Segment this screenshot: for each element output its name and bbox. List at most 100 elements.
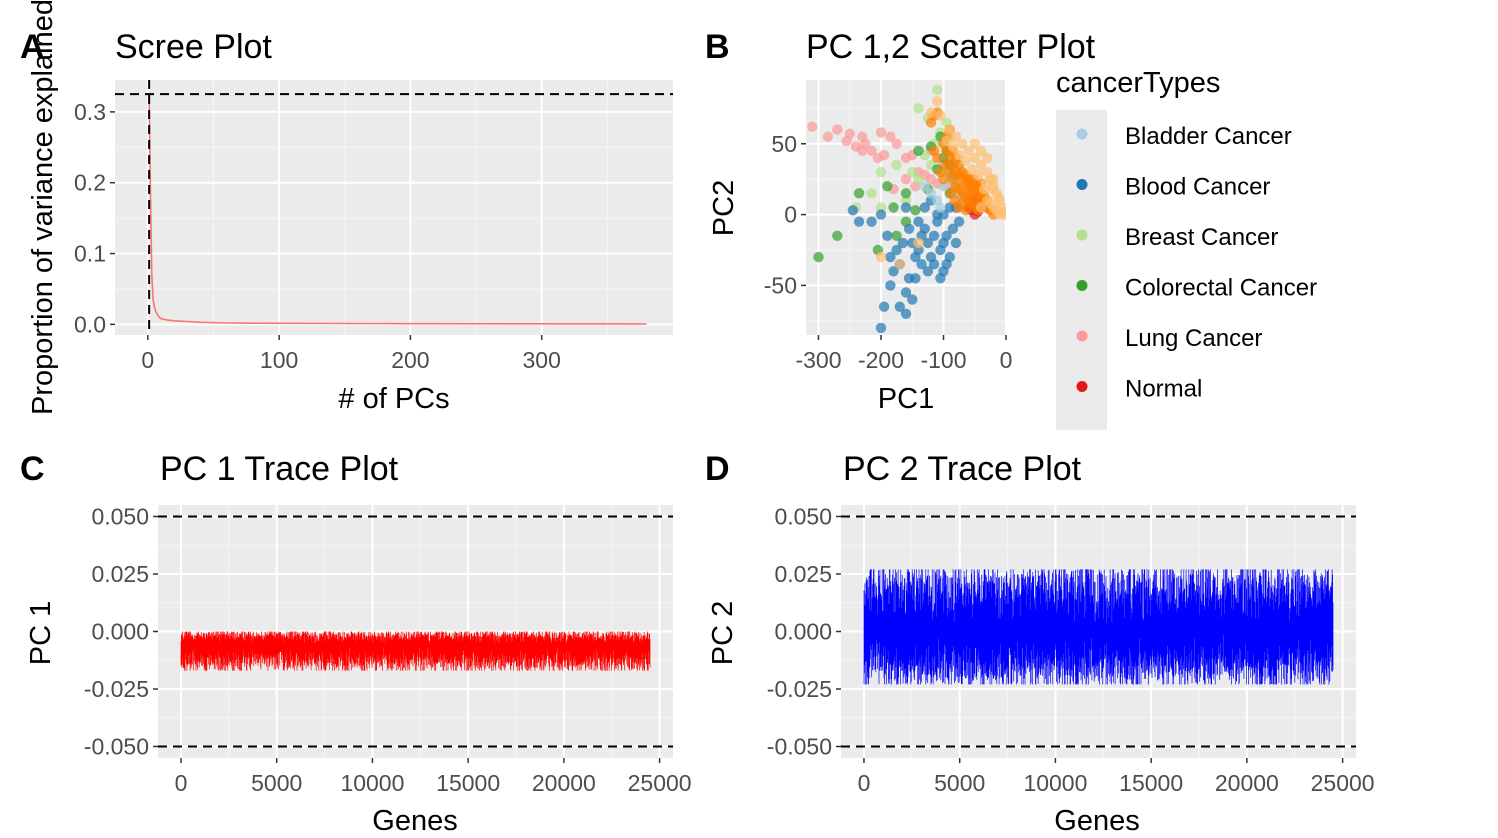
- scatter-point: [947, 223, 959, 234]
- legend-item-label: Bladder Cancer: [1125, 123, 1292, 150]
- scatter-point: [844, 128, 855, 139]
- panel-a-series-line: [148, 94, 647, 325]
- scatter-point: [913, 237, 924, 249]
- scatter-point: [857, 145, 868, 156]
- panel-d-tick-label-x: 20000: [1215, 770, 1279, 796]
- panel-c-ylabel: PC 1: [25, 601, 57, 665]
- scatter-point: [935, 110, 946, 121]
- scatter-point: [950, 131, 962, 142]
- scatter-point: [995, 206, 1006, 217]
- scatter-point: [900, 202, 912, 213]
- scatter-point: [980, 178, 992, 189]
- legend-key-background: [1056, 110, 1107, 430]
- legend-item-label: Colorectal Cancer: [1125, 275, 1317, 302]
- scatter-point: [875, 322, 887, 334]
- panel-c-tick-label-y: -0.025: [84, 676, 149, 702]
- scatter-point: [953, 149, 965, 161]
- panel-c-tick-label-y: 0.025: [91, 561, 149, 587]
- legend-item-label: Breast Cancer: [1125, 224, 1278, 251]
- panel-b-ylabel: PC2: [708, 180, 740, 236]
- scatter-point: [938, 237, 949, 249]
- scatter-point: [888, 266, 899, 277]
- panel-c-title: PC 1 Trace Plot: [160, 450, 399, 488]
- panel-c-tick-label-x: 0: [175, 770, 188, 796]
- scatter-point: [913, 174, 924, 185]
- panel-c-content: 0 5000 10000 15000 20000 25000 -0.050 -0.025 0.0…: [84, 504, 692, 797]
- scatter-point: [891, 138, 902, 149]
- scatter-point: [957, 138, 968, 149]
- panel-a-xlabel: # of PCs: [338, 383, 449, 415]
- legend-item-label: Lung Cancer: [1125, 325, 1262, 352]
- panel-a-tick-label-x: 100: [260, 347, 298, 373]
- scatter-point: [913, 103, 924, 114]
- scatter-point: [878, 149, 890, 161]
- scatter-point: [919, 181, 930, 192]
- scatter-point: [807, 121, 818, 132]
- scatter-point: [928, 259, 940, 270]
- scatter-point: [985, 198, 996, 209]
- panel-b-content: -300 -200 -100 0 -50 0 50: [764, 80, 1012, 373]
- legend-key: [1076, 280, 1088, 291]
- legend-key: [1076, 381, 1088, 392]
- scatter-point: [935, 273, 946, 284]
- scatter-point: [953, 216, 965, 227]
- panel-d-tag: D: [705, 450, 730, 488]
- panel-a-tick-label-y: 0.0: [74, 311, 106, 337]
- scatter-point: [878, 301, 890, 312]
- scatter-point: [982, 152, 993, 164]
- panel-b-tag: B: [705, 28, 730, 66]
- panel-d: D PC 2 Trace Plot 0 5000 10000 15000 20000 25…: [705, 450, 1375, 837]
- scatter-point: [900, 287, 912, 298]
- legend-item-label: Blood Cancer: [1125, 174, 1270, 201]
- scatter-point: [944, 124, 955, 135]
- scatter-point: [928, 145, 940, 156]
- panel-c: C PC 1 Trace Plot 0 5000 10000 15000 20000 25…: [20, 450, 692, 837]
- panel-c-tick-label-y: 0.050: [91, 504, 149, 530]
- panel-a-tick-label-y: 0.3: [74, 99, 106, 125]
- scatter-point: [853, 188, 865, 199]
- legend-key: [1076, 229, 1088, 241]
- scatter-point: [975, 202, 987, 213]
- scatter-point: [964, 188, 975, 199]
- panel-c-tick-label-x: 20000: [532, 770, 596, 796]
- panel-b: B PC 1,2 Scatter Plot -300 -200 -100 0 -50 0 5…: [705, 28, 1317, 430]
- scatter-point: [935, 202, 946, 213]
- panel-b-tick-label-y: 0: [784, 202, 797, 228]
- scatter-point: [963, 145, 974, 156]
- scatter-point: [866, 188, 877, 199]
- panel-d-tick-label-x: 10000: [1023, 770, 1087, 796]
- scatter-point: [853, 216, 865, 227]
- scatter-point: [913, 216, 924, 227]
- scatter-point: [975, 145, 987, 156]
- scatter-point: [875, 127, 887, 138]
- panel-d-tick-label-y: 0.050: [774, 504, 832, 530]
- scatter-point: [928, 230, 940, 241]
- panel-d-tick-label-y: 0.000: [774, 619, 832, 645]
- scatter-point: [894, 301, 905, 312]
- panel-a-tick-label-x: 0: [141, 347, 154, 373]
- scatter-point: [960, 205, 972, 216]
- panel-b-tick-label-x: -300: [795, 347, 841, 373]
- scatter-point: [932, 96, 943, 107]
- panel-a-tag: A: [20, 28, 45, 66]
- panel-b-title: PC 1,2 Scatter Plot: [806, 28, 1096, 66]
- panel-d-title: PC 2 Trace Plot: [843, 450, 1082, 488]
- panel-a-title: Scree Plot: [115, 28, 272, 66]
- panel-d-ylabel: PC 2: [707, 601, 739, 665]
- scatter-point: [885, 280, 896, 291]
- legend-key: [1076, 128, 1088, 140]
- panel-b-tick-label-y: -50: [764, 272, 797, 298]
- panel-d-tick-label-x: 0: [858, 770, 871, 796]
- legend: Bladder Cancer Blood Cancer Breast Cancer C…: [1076, 123, 1317, 403]
- panel-b-tick-label-x: -200: [858, 347, 904, 373]
- panel-a-ylabel-clip: Proportion of variance explained: [27, 0, 58, 415]
- scatter-point: [966, 164, 977, 175]
- panel-c-trace-line: [180, 631, 651, 671]
- panel-d-trace-line: [863, 569, 1334, 685]
- panel-a-tick-label-y: 0.1: [74, 241, 106, 267]
- panel-d-tick-label-x: 25000: [1311, 770, 1375, 796]
- panel-d-xlabel: Genes: [1054, 805, 1139, 837]
- scatter-point: [975, 159, 987, 171]
- panel-d-tick-label-y: -0.050: [767, 734, 832, 760]
